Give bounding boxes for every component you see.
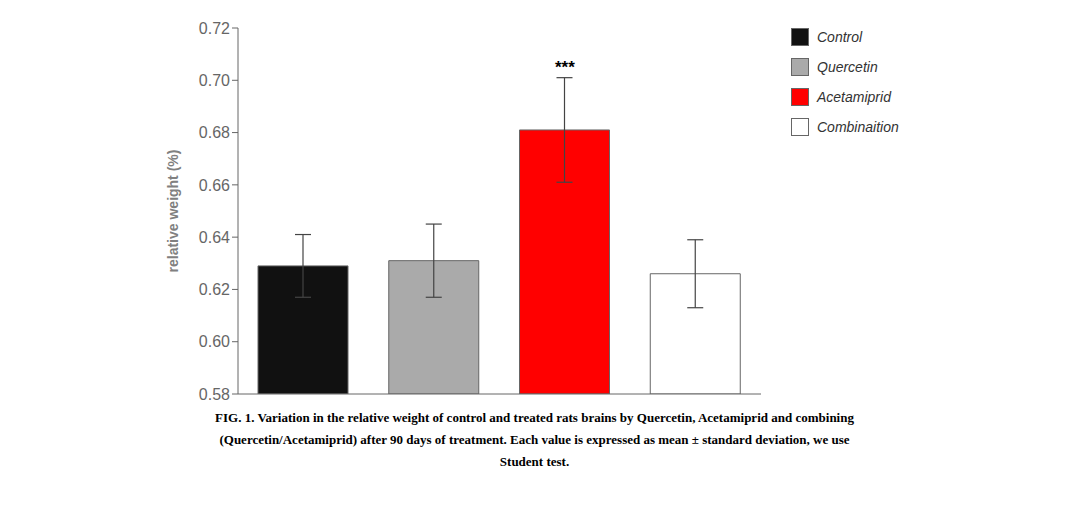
svg-text:0.68: 0.68 [199,124,230,141]
html-text:Student test.: Student test. [499,454,570,469]
svg-text:0.58: 0.58 [199,386,230,403]
svg-text:0.66: 0.66 [199,177,230,194]
svg-text:relative weight (%): relative weight (%) [165,150,181,273]
html-text:Combinaition: Combinaition [817,119,899,135]
svg-text:0.62: 0.62 [199,281,230,298]
html-text:FIG. 1. Variation in the relat: FIG. 1. Variation in the relative weight… [215,410,854,425]
html-text:Control: Control [817,29,863,45]
html-text:Quercetin: Quercetin [817,59,878,75]
svg-text:0.72: 0.72 [199,20,230,37]
svg-text:0.60: 0.60 [199,333,230,350]
html-text:Acetamiprid: Acetamiprid [817,89,891,105]
svg-text:***: *** [555,58,575,77]
html-text:(Quercetin/Acetamiprid) after: (Quercetin/Acetamiprid) after 90 days of… [219,432,850,447]
svg-text:0.70: 0.70 [199,72,230,89]
svg-text:0.64: 0.64 [199,229,230,246]
